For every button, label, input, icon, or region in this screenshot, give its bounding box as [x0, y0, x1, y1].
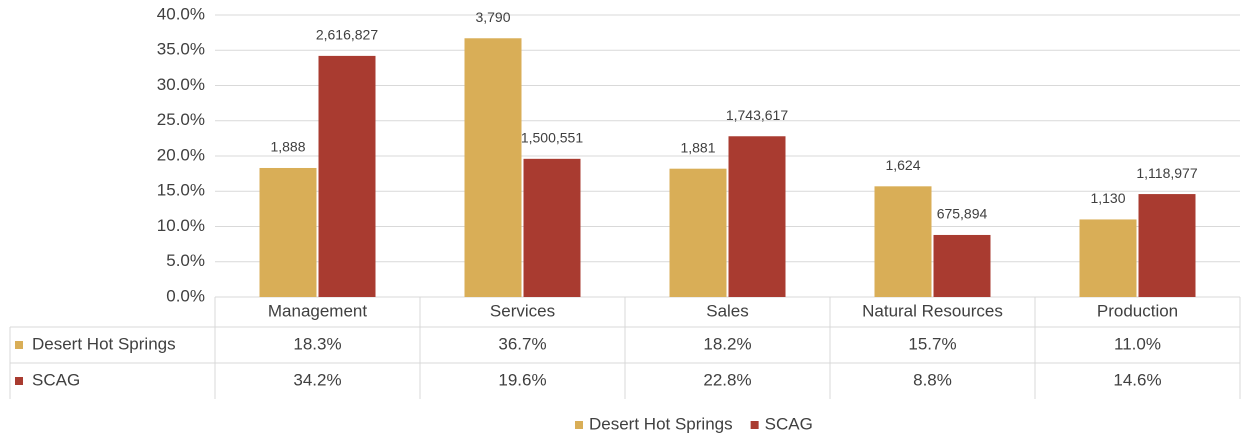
table-cell: 11.0%: [1114, 334, 1161, 353]
table-cell: 34.2%: [293, 370, 341, 389]
legend-key: [750, 421, 759, 429]
data-label: 2,616,827: [316, 27, 378, 43]
bar: [933, 234, 991, 297]
table-cell: 14.6%: [1113, 370, 1161, 389]
bar: [1079, 219, 1137, 297]
table-cell: 22.8%: [703, 370, 751, 389]
x-tick-label: Natural Resources: [862, 301, 1003, 320]
y-tick-label: 15.0%: [157, 181, 205, 200]
y-tick-label: 0.0%: [166, 286, 205, 305]
data-label: 1,881: [680, 139, 715, 155]
table-row-label: Desert Hot Springs: [32, 334, 176, 353]
bar: [523, 158, 581, 297]
legend-label: SCAG: [765, 414, 813, 433]
table-cell: 8.8%: [913, 370, 952, 389]
table-cell: 19.6%: [498, 370, 546, 389]
table-legend-key: [15, 341, 23, 349]
bar: [669, 168, 727, 297]
data-label: 1,500,551: [521, 130, 583, 146]
bar: [874, 186, 932, 297]
data-label: 1,130: [1090, 190, 1125, 206]
data-label: 1,888: [270, 139, 305, 155]
bar: [464, 38, 522, 297]
bar: [318, 55, 376, 297]
legend-label: Desert Hot Springs: [589, 414, 733, 433]
table-cell: 15.7%: [908, 334, 956, 353]
legend-key: [575, 421, 583, 429]
x-tick-label: Sales: [706, 301, 749, 320]
bar: [728, 136, 786, 297]
data-label: 1,118,977: [1136, 165, 1197, 181]
x-tick-label: Services: [490, 301, 555, 320]
data-label: 3,790: [475, 9, 510, 25]
y-tick-label: 5.0%: [166, 251, 205, 270]
y-tick-label: 25.0%: [157, 110, 205, 129]
table-cell: 18.2%: [703, 334, 751, 353]
y-tick-label: 10.0%: [157, 216, 205, 235]
table-row-label: SCAG: [32, 370, 80, 389]
y-tick-label: 20.0%: [157, 145, 205, 164]
data-label: 675,894: [937, 206, 988, 222]
bar: [259, 167, 317, 297]
x-tick-label: Management: [268, 301, 368, 320]
y-tick-label: 30.0%: [157, 75, 205, 94]
y-tick-label: 35.0%: [157, 40, 205, 59]
bar: [1138, 194, 1196, 297]
data-label: 1,624: [885, 157, 920, 173]
y-tick-label: 40.0%: [157, 4, 205, 23]
data-label: 1,743,617: [726, 107, 788, 123]
table-legend-key: [15, 377, 23, 385]
table-cell: 36.7%: [498, 334, 546, 353]
table-cell: 18.3%: [293, 334, 341, 353]
x-tick-label: Production: [1097, 301, 1178, 320]
